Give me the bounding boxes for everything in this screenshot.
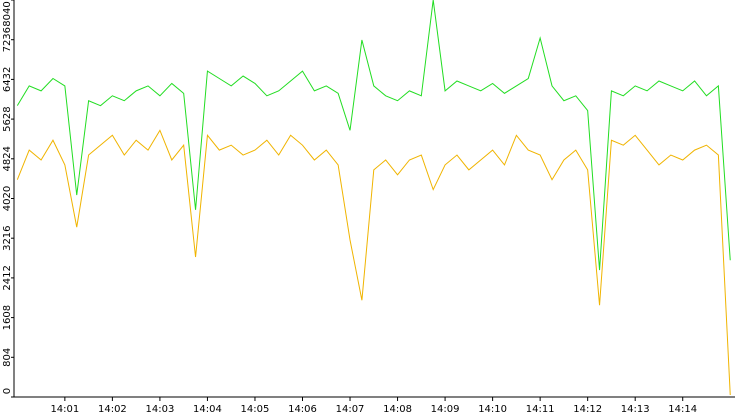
y-tick-label: 7236 xyxy=(2,27,13,52)
x-tick-label: 14:01 xyxy=(50,404,79,415)
y-tick-label: 3216 xyxy=(2,225,13,250)
x-tick-label: 14:13 xyxy=(621,404,650,415)
series-line xyxy=(16,129,731,396)
x-tick-label: 14:05 xyxy=(241,404,270,415)
y-tick-label: 5628 xyxy=(2,106,13,131)
x-tick-label: 14:08 xyxy=(383,404,412,415)
y-tick-label: 1608 xyxy=(2,305,13,330)
y-tick-label: 6432 xyxy=(2,67,13,92)
x-tick-label: 14:03 xyxy=(145,404,174,415)
x-tick-label: 14:11 xyxy=(526,404,555,415)
x-tick-label: 14:10 xyxy=(478,404,507,415)
series-line xyxy=(16,0,731,271)
x-tick-label: 14:07 xyxy=(336,404,365,415)
x-tick-label: 14:14 xyxy=(668,404,697,415)
y-tick-label: 804 xyxy=(2,348,13,367)
y-tick-label: 2412 xyxy=(2,265,13,290)
x-tick-label: 14:09 xyxy=(431,404,460,415)
y-tick-label: 4020 xyxy=(2,186,13,211)
y-tick-label: 4824 xyxy=(2,146,13,171)
y-tick-label: 0 xyxy=(2,388,13,394)
x-tick-label: 14:04 xyxy=(193,404,222,415)
x-tick-label: 14:06 xyxy=(288,404,317,415)
y-tick-label: 8040 xyxy=(2,1,13,26)
x-tick-label: 14:12 xyxy=(573,404,602,415)
x-tick-label: 14:02 xyxy=(98,404,127,415)
